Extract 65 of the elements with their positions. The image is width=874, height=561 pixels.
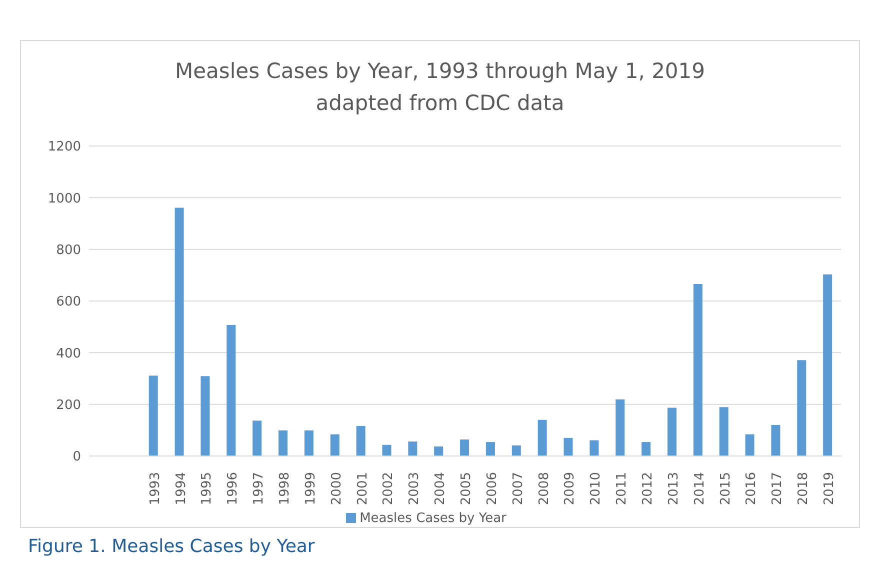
bar: [590, 440, 599, 456]
y-tick-label: 0: [72, 450, 81, 465]
x-tick-label: 2014: [692, 472, 708, 506]
x-tick-label: 1997: [252, 472, 267, 506]
y-tick-label: 1000: [48, 191, 81, 206]
x-tick-label: 2004: [433, 472, 448, 506]
bar: [512, 445, 521, 456]
bar: [719, 407, 728, 456]
x-tick-label: 2006: [484, 472, 500, 506]
x-tick-label: 1993: [148, 472, 163, 506]
x-tick-label: 2018: [796, 472, 812, 506]
x-tick-label: 2012: [640, 472, 656, 506]
bar: [252, 420, 262, 456]
bar: [667, 408, 676, 456]
chart-subtitle: adapted from CDC data: [314, 91, 566, 115]
y-tick-label: 800: [56, 242, 81, 258]
x-tick-label: 2008: [536, 472, 552, 506]
bar: [460, 439, 470, 456]
x-tick-label: 2019: [822, 472, 838, 506]
x-tick-label: 1998: [277, 472, 292, 506]
x-tick-label: 2002: [381, 472, 396, 506]
x-tick-label: 2009: [562, 472, 578, 506]
bar: [771, 425, 780, 456]
x-tick-label: 2001: [355, 472, 370, 506]
bar: [200, 376, 210, 456]
x-tick-label: 2007: [510, 472, 526, 506]
x-tick-label: 1999: [303, 472, 318, 506]
y-tick-label: 1200: [48, 140, 81, 155]
x-tick-label: 2016: [744, 472, 760, 506]
legend-label: Measles Cases by Year: [360, 511, 506, 526]
x-tick-label: 1994: [174, 472, 189, 506]
x-tick-label: 2003: [407, 472, 422, 506]
x-tick-label: 2013: [666, 472, 682, 506]
x-tick-label: 2015: [718, 472, 734, 506]
bar: [382, 444, 392, 456]
bar: [642, 442, 651, 456]
bar: [408, 442, 418, 456]
y-tick-label: 200: [56, 398, 81, 413]
bar: [174, 208, 184, 456]
caption: Figure 1. Measles Cases by Year: [28, 536, 315, 557]
bar: [797, 360, 806, 456]
bar: [148, 376, 158, 456]
bar: [278, 430, 288, 456]
bar: [616, 399, 625, 456]
x-tick-label: 2017: [770, 472, 786, 506]
x-tick-label: 1995: [200, 472, 215, 506]
bar: [434, 446, 444, 456]
x-tick-label: 2000: [329, 472, 344, 506]
y-tick-label: 600: [56, 294, 81, 310]
bar: [823, 274, 832, 456]
x-tick-label: 2010: [588, 472, 604, 506]
bar: [745, 434, 754, 456]
bar: [693, 284, 702, 456]
bar: [486, 442, 495, 456]
bar: [356, 426, 366, 456]
chart-title: Measles Cases by Year, 1993 through May 1, 2019: [174, 59, 706, 83]
x-tick-label: 2011: [614, 472, 630, 506]
bar: [226, 325, 236, 456]
x-tick-label: 2005: [459, 472, 474, 506]
bar: [538, 420, 547, 456]
bar: [304, 430, 314, 456]
bar: [330, 434, 340, 456]
x-tick-label: 1996: [226, 472, 241, 506]
bar: [564, 438, 573, 456]
y-tick-label: 400: [56, 346, 81, 362]
